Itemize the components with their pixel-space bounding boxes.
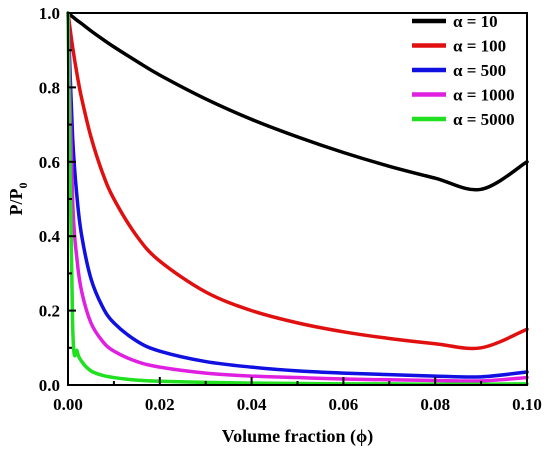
y-tick-label: 0.8 <box>39 78 60 97</box>
x-tick-label: 0.10 <box>512 395 542 414</box>
legend-label-1: α = 100 <box>453 37 506 56</box>
x-tick-label: 0.02 <box>145 395 175 414</box>
y-axis-title-main: P/P <box>6 189 26 216</box>
series-line-0 <box>66 11 529 192</box>
x-axis-title: Volume fraction (ϕ) <box>222 426 374 447</box>
legend-label-3: α = 1000 <box>453 86 515 105</box>
series-line-3 <box>66 11 529 383</box>
series-line-1 <box>66 11 529 351</box>
legend-label-0: α = 10 <box>453 12 498 31</box>
x-tick-label: 0.08 <box>420 395 450 414</box>
x-tick-label: 0.00 <box>53 395 83 414</box>
ticks-layer: 0.00 0.02 0.04 0.06 0.08 0.10 0.0 0.2 0.4 0.6 0.8 1… <box>39 4 542 414</box>
x-tick-label: 0.04 <box>237 395 267 414</box>
y-tick-label: 0.6 <box>39 153 60 172</box>
y-tick-label: 0.4 <box>39 227 61 246</box>
y-axis-title: P/P0 <box>6 183 30 216</box>
y-tick-label: 0.2 <box>39 302 60 321</box>
y-axis-title-sub: 0 <box>16 183 30 189</box>
y-tick-label: 0.0 <box>39 376 60 395</box>
series-line-4 <box>66 11 529 387</box>
series-line-2 <box>66 11 529 379</box>
series-layer <box>66 11 529 387</box>
legend-label-2: α = 500 <box>453 61 506 80</box>
legend-label-4: α = 5000 <box>453 110 515 129</box>
legend: α = 10 α = 100 α = 500 α = 1000 α = 5000 <box>412 12 515 129</box>
x-tick-label: 0.06 <box>329 395 359 414</box>
y-tick-label: 1.0 <box>39 4 60 23</box>
